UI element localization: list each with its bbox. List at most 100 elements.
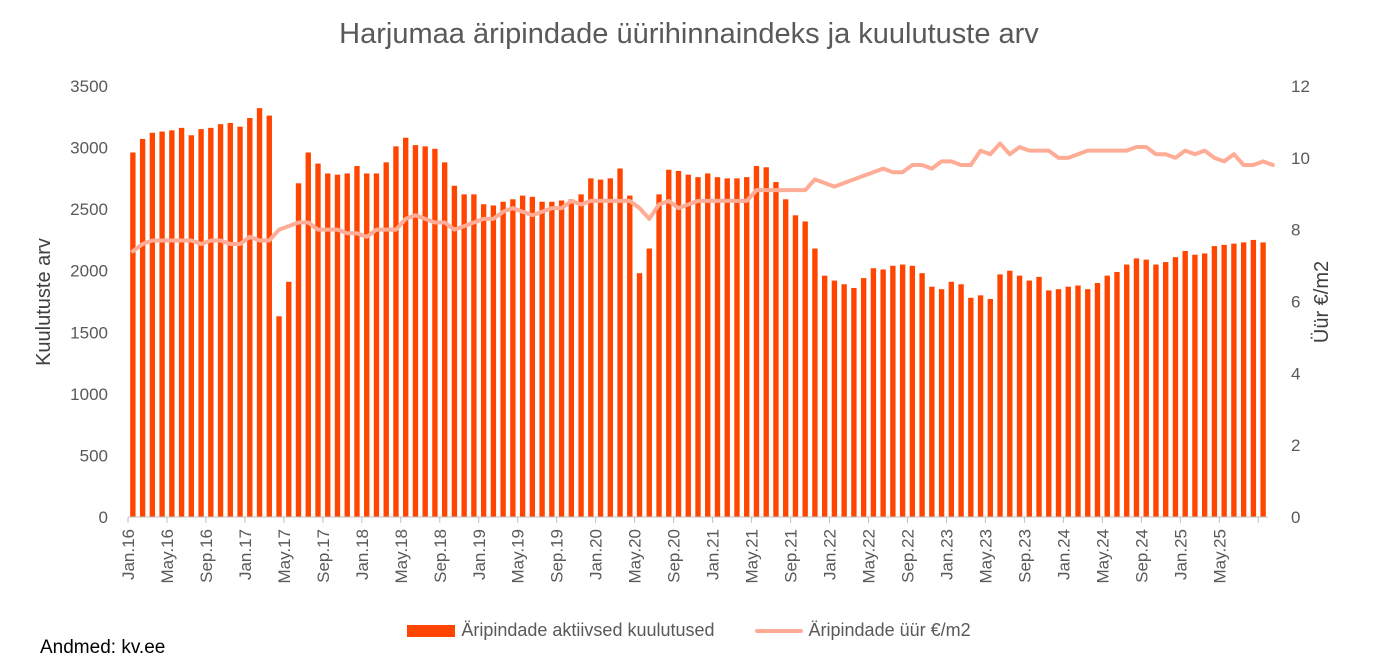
bar-57 bbox=[685, 174, 691, 517]
bar-51 bbox=[627, 195, 633, 517]
x-tick-label: Jan.19 bbox=[470, 529, 489, 580]
x-tick-label: Jan.25 bbox=[1171, 529, 1190, 580]
bar-4 bbox=[169, 130, 175, 517]
bar-61 bbox=[724, 178, 730, 518]
bar-65 bbox=[763, 167, 769, 517]
bar-27 bbox=[393, 146, 399, 517]
bar-66 bbox=[773, 182, 779, 518]
bar-29 bbox=[412, 145, 419, 518]
bar-76 bbox=[870, 268, 877, 517]
bar-78 bbox=[890, 265, 896, 517]
bar-80 bbox=[909, 265, 916, 517]
bar-34 bbox=[461, 194, 467, 517]
bar-103 bbox=[1133, 258, 1140, 517]
x-tick-label: May.25 bbox=[1210, 529, 1229, 584]
bar-35 bbox=[471, 194, 477, 517]
y-tick-label: 500 bbox=[80, 446, 108, 465]
bar-47 bbox=[588, 178, 594, 518]
bar-37 bbox=[490, 205, 497, 517]
x-tick-label: Sep.24 bbox=[1132, 529, 1151, 583]
y-tick-label: 3000 bbox=[70, 139, 108, 158]
x-tick-label: May.22 bbox=[860, 529, 879, 584]
y-tick-label: 3500 bbox=[70, 77, 108, 96]
bar-23 bbox=[354, 166, 360, 518]
bar-102 bbox=[1124, 264, 1130, 517]
y2-tick-label: 8 bbox=[1291, 221, 1300, 240]
bar-91 bbox=[1016, 275, 1023, 517]
bar-109 bbox=[1192, 254, 1198, 517]
bar-45 bbox=[568, 199, 575, 518]
bar-30 bbox=[422, 146, 428, 517]
bar-95 bbox=[1055, 289, 1062, 517]
y2-tick-label: 2 bbox=[1291, 436, 1300, 455]
bar-15 bbox=[276, 316, 282, 517]
y2-tick-label: 0 bbox=[1291, 508, 1300, 527]
bar-39 bbox=[510, 199, 516, 518]
bar-62 bbox=[734, 178, 740, 518]
bar-series bbox=[130, 108, 1266, 518]
bar-73 bbox=[841, 284, 847, 517]
y-tick-label: 2500 bbox=[70, 200, 108, 219]
bar-58 bbox=[695, 177, 701, 517]
x-tick-label: May.17 bbox=[275, 529, 294, 584]
x-tick-label: May.23 bbox=[976, 529, 995, 584]
bar-32 bbox=[441, 162, 448, 517]
bar-24 bbox=[364, 173, 370, 517]
bar-82 bbox=[929, 286, 935, 517]
bar-113 bbox=[1231, 243, 1237, 517]
bar-115 bbox=[1250, 239, 1257, 517]
bar-85 bbox=[958, 284, 964, 517]
bar-64 bbox=[753, 166, 760, 518]
x-tick-label: Jan.20 bbox=[587, 529, 606, 580]
bar-90 bbox=[1007, 270, 1013, 517]
bar-55 bbox=[666, 169, 672, 518]
y2-axis-title: Üür €/m2 bbox=[1311, 261, 1333, 343]
bar-106 bbox=[1163, 262, 1169, 517]
legend-item-rent: Äripindade üür €/m2 bbox=[754, 620, 971, 641]
bar-77 bbox=[880, 269, 886, 517]
bar-101 bbox=[1114, 271, 1120, 517]
x-tick-label: May.21 bbox=[743, 529, 762, 584]
bar-9 bbox=[217, 124, 224, 518]
x-tick-label: Sep.16 bbox=[197, 529, 216, 583]
x-tick-label: Sep.21 bbox=[782, 529, 801, 583]
bar-17 bbox=[295, 183, 302, 517]
x-tick-label: Sep.17 bbox=[314, 529, 333, 583]
legend-label-rent: Äripindade üür €/m2 bbox=[808, 620, 971, 640]
bar-38 bbox=[500, 201, 506, 517]
bar-59 bbox=[705, 173, 711, 517]
bar-31 bbox=[432, 148, 438, 518]
bar-60 bbox=[714, 177, 721, 517]
y-axis-ticks: 0 500 1000 1500 2000 2500 3000 3500 bbox=[70, 77, 108, 527]
y-axis-title: Kuulutuste arv bbox=[33, 238, 55, 366]
bar-54 bbox=[656, 194, 662, 517]
bar-68 bbox=[792, 215, 799, 518]
bar-46 bbox=[578, 194, 584, 517]
bar-53 bbox=[646, 248, 652, 518]
x-tick-label: Jan.16 bbox=[119, 529, 138, 580]
bar-52 bbox=[636, 273, 643, 517]
bar-110 bbox=[1201, 253, 1208, 517]
bar-89 bbox=[997, 274, 1003, 517]
bar-8 bbox=[208, 127, 214, 518]
legend-swatch-line bbox=[754, 628, 803, 633]
bar-11 bbox=[237, 126, 243, 517]
x-tick-label: Sep.23 bbox=[1015, 529, 1034, 583]
bar-94 bbox=[1046, 290, 1052, 517]
bar-116 bbox=[1260, 242, 1266, 517]
bar-0 bbox=[130, 152, 136, 517]
bar-22 bbox=[344, 173, 350, 517]
bar-67 bbox=[783, 199, 789, 518]
x-tick-label: May.16 bbox=[158, 529, 177, 584]
x-tick-label: Sep.22 bbox=[898, 529, 917, 583]
bar-40 bbox=[519, 195, 526, 517]
bar-96 bbox=[1065, 286, 1071, 517]
x-tick-label: May.24 bbox=[1093, 529, 1112, 584]
bar-97 bbox=[1075, 285, 1081, 517]
bar-112 bbox=[1221, 244, 1227, 517]
bar-111 bbox=[1211, 246, 1218, 517]
y2-tick-label: 6 bbox=[1291, 293, 1300, 312]
y2-tick-label: 12 bbox=[1291, 77, 1310, 96]
bar-107 bbox=[1172, 257, 1179, 517]
bar-71 bbox=[821, 275, 828, 517]
